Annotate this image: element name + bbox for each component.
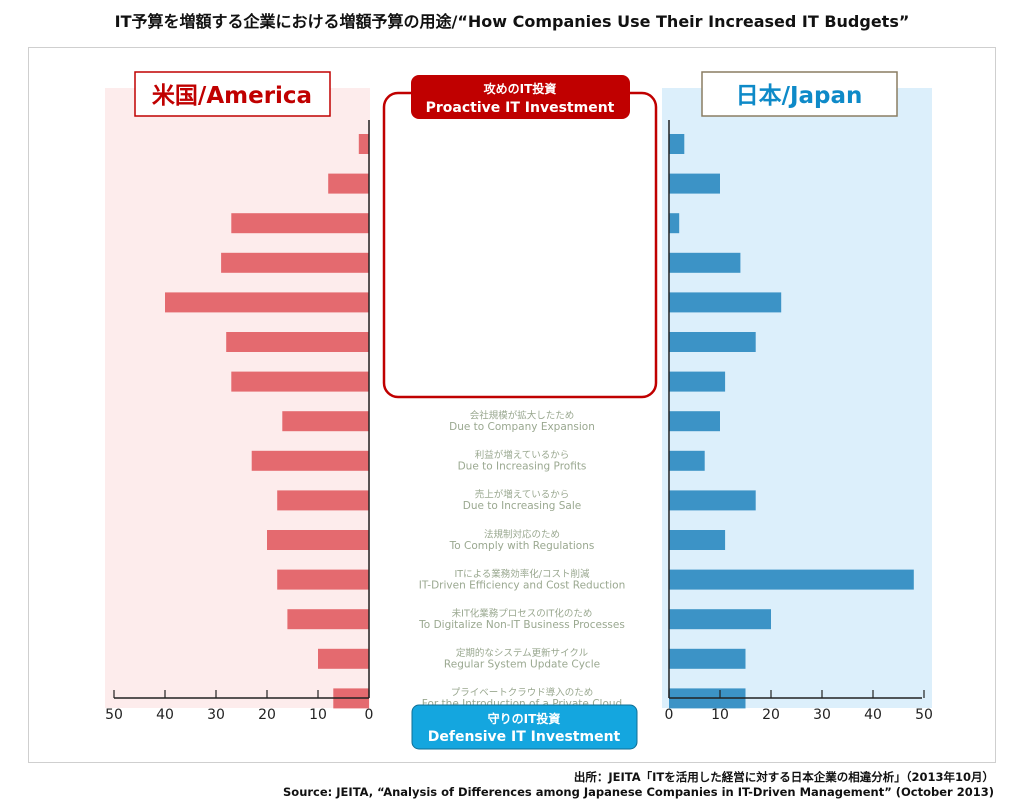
source-citation-jp: 出所：JEITA「ITを活用した経営に対する日本企業の相違分析」（2013年10… — [573, 770, 994, 784]
category-label: To Digitalize Non-IT Business Processes — [418, 619, 625, 631]
defensive-header-badge — [411, 704, 638, 750]
japan-bar — [669, 490, 756, 511]
america-bar — [277, 490, 369, 511]
japan-tick-label: 50 — [915, 707, 933, 723]
america-bar — [287, 609, 369, 630]
america-tick-label: 10 — [309, 707, 327, 723]
japan-tick-label: 10 — [711, 707, 729, 723]
america-bar — [231, 213, 369, 234]
japan-tick-label: 40 — [864, 707, 882, 723]
japan-bar — [669, 332, 756, 352]
category-label: ITによる業務効率化/コスト削減 — [454, 568, 590, 580]
america-header-label: 米国/America — [152, 83, 312, 109]
defensive-header-en: Defensive IT Investment — [428, 729, 621, 745]
america-header-box — [134, 71, 331, 117]
category-label: Regular System Update Cycle — [444, 659, 600, 671]
japan-bar — [669, 292, 782, 313]
japan-bar — [669, 648, 746, 669]
japan-bar — [669, 530, 726, 550]
butterfly-chart: モバイルテクノロジーへの投資Investment in Mobile Techn… — [105, 71, 933, 750]
america-bar — [231, 371, 369, 392]
category-label: IT-Driven Efficiency and Cost Reduction — [419, 579, 626, 591]
america-tick-label: 40 — [156, 707, 174, 723]
japan-bar — [669, 173, 720, 194]
japan-tick-label: 0 — [665, 707, 674, 723]
proactive-header-badge — [411, 75, 630, 119]
category-label: To Comply with Regulations — [449, 540, 595, 552]
category-label: Due to Increasing Sale — [463, 500, 581, 512]
america-bar — [251, 450, 369, 471]
japan-bar — [669, 371, 726, 392]
japan-bar — [669, 411, 720, 432]
japan-header-box — [701, 71, 898, 117]
america-tick-label: 0 — [365, 707, 374, 723]
category-label: 法規制対応のため — [484, 528, 560, 540]
america-panel-background — [105, 88, 370, 708]
america-bar — [165, 292, 369, 313]
japan-bar — [669, 569, 914, 590]
category-label: Due to Company Expansion — [449, 421, 595, 433]
category-label: 未IT化業務プロセスのIT化のため — [452, 607, 593, 619]
category-label: 売上が増えているから — [475, 489, 570, 501]
source-citation-en: Source: JEITA, “Analysis of Differences … — [283, 785, 994, 799]
chart-title: IT予算を増額する企業における増額予算の用途/“How Companies Us… — [114, 12, 910, 31]
america-bar — [328, 173, 369, 194]
japan-bar — [669, 609, 771, 630]
america-tick-label: 50 — [105, 707, 123, 723]
proactive-group-box — [382, 91, 658, 399]
japan-tick-label: 20 — [762, 707, 780, 723]
category-label: 利益が増えているから — [475, 449, 570, 461]
japan-bar — [669, 213, 680, 234]
category-label: Due to Increasing Profits — [458, 461, 587, 473]
america-bar — [221, 252, 369, 273]
japan-bar — [669, 450, 705, 471]
america-bar — [226, 332, 369, 352]
america-bar — [282, 411, 369, 432]
america-bar — [277, 569, 369, 590]
america-tick-label: 30 — [207, 707, 225, 723]
america-bar — [358, 134, 369, 154]
america-tick-label: 20 — [258, 707, 276, 723]
america-bar — [318, 648, 369, 669]
japan-header-label: 日本/Japan — [736, 83, 863, 109]
proactive-header-en: Proactive IT Investment — [426, 100, 615, 116]
japan-bar — [669, 134, 685, 154]
america-bar — [267, 530, 369, 550]
category-label: 定期的なシステム更新サイクル — [456, 647, 589, 659]
defensive-header-jp: 守りのIT投資 — [488, 711, 561, 726]
category-label: プライベートクラウド導入のため — [451, 687, 594, 699]
category-label: 会社規模が拡大したため — [470, 409, 575, 421]
japan-bar — [669, 252, 741, 273]
proactive-header-jp: 攻めのIT投資 — [484, 81, 557, 96]
japan-tick-label: 30 — [813, 707, 831, 723]
